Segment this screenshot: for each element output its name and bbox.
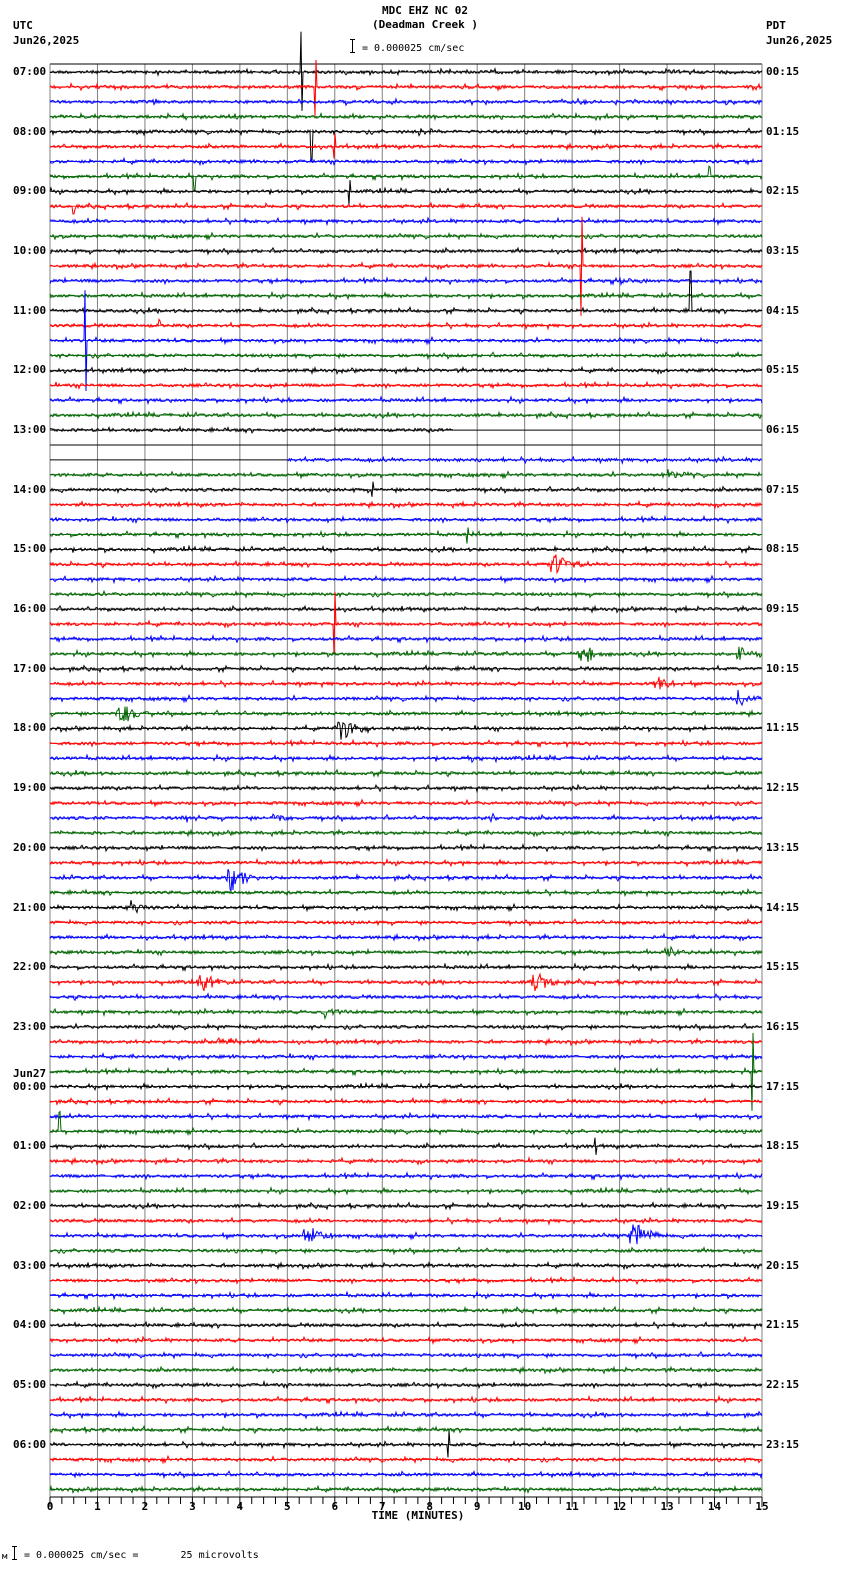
utc-hour-label: 14:00 bbox=[13, 482, 47, 496]
left-date: Jun26,2025 bbox=[13, 34, 80, 47]
scale-bar-icon bbox=[350, 39, 355, 53]
pdt-hour-label: 23:15 bbox=[766, 1437, 800, 1451]
utc-hour-label: 13:00 bbox=[13, 423, 47, 437]
x-tick-label: 3 bbox=[189, 1500, 196, 1513]
pdt-hour-label: 16:15 bbox=[766, 1019, 800, 1033]
utc-hour-label: 02:00 bbox=[13, 1198, 47, 1212]
utc-hour-label: 11:00 bbox=[13, 303, 47, 317]
utc-hour-label: 17:00 bbox=[13, 661, 47, 675]
footer-scale-bar-icon bbox=[12, 1546, 17, 1560]
station-title: MDC EHZ NC 02 bbox=[381, 4, 469, 17]
footer-scale-text: = 0.000025 cm/sec = 25 microvolts bbox=[24, 1550, 259, 1561]
x-tick-label: 11 bbox=[565, 1500, 579, 1513]
x-tick-label: 4 bbox=[236, 1500, 244, 1513]
utc-hour-label: 06:00 bbox=[13, 1437, 47, 1451]
left-timezone: UTC bbox=[13, 19, 33, 32]
x-tick-label: 2 bbox=[141, 1500, 149, 1513]
utc-hour-label: 00:00 bbox=[13, 1079, 47, 1093]
utc-hour-label: 10:00 bbox=[13, 244, 47, 258]
utc-hour-label: 08:00 bbox=[13, 124, 47, 138]
utc-hour-label: 18:00 bbox=[13, 721, 47, 735]
pdt-hour-label: 18:15 bbox=[766, 1139, 800, 1153]
pdt-hour-label: 15:15 bbox=[766, 960, 800, 974]
x-tick-label: 6 bbox=[331, 1500, 339, 1513]
x-tick-label: 10 bbox=[518, 1500, 532, 1513]
x-tick-label: 0 bbox=[46, 1500, 54, 1513]
pdt-hour-label: 01:15 bbox=[766, 124, 800, 138]
pdt-hour-label: 00:15 bbox=[766, 65, 800, 78]
site-name: (Deadman Creek ) bbox=[372, 18, 478, 31]
pdt-hour-label: 08:15 bbox=[766, 542, 800, 556]
pdt-hour-label: 10:15 bbox=[766, 661, 800, 675]
pdt-hour-label: 17:15 bbox=[766, 1079, 800, 1093]
pdt-hour-label: 12:15 bbox=[766, 781, 800, 795]
utc-hour-label: 20:00 bbox=[13, 840, 47, 854]
pdt-hour-label: 09:15 bbox=[766, 602, 800, 616]
pdt-hour-label: 02:15 bbox=[766, 184, 800, 198]
utc-hour-label: 19:00 bbox=[13, 781, 47, 795]
pdt-hour-label: 13:15 bbox=[766, 840, 800, 854]
right-timezone: PDT bbox=[766, 19, 786, 32]
scale-text: = 0.000025 cm/sec bbox=[362, 43, 465, 54]
pdt-hour-label: 19:15 bbox=[766, 1198, 800, 1212]
x-tick-label: 15 bbox=[755, 1500, 769, 1513]
utc-hour-label: 04:00 bbox=[13, 1318, 47, 1332]
utc-hour-label: 07:00 bbox=[13, 65, 47, 78]
pdt-hour-label: 20:15 bbox=[766, 1258, 800, 1272]
pdt-hour-label: 03:15 bbox=[766, 244, 800, 258]
right-date: Jun26,2025 bbox=[766, 34, 833, 47]
pdt-hour-label: 04:15 bbox=[766, 303, 800, 317]
pdt-hour-label: 11:15 bbox=[766, 721, 800, 735]
x-tick-label: 8 bbox=[426, 1500, 434, 1513]
pdt-hour-label: 14:15 bbox=[766, 900, 800, 914]
x-tick-label: 9 bbox=[473, 1500, 481, 1513]
utc-hour-label: 16:00 bbox=[13, 602, 47, 616]
utc-hour-label: 15:00 bbox=[13, 542, 47, 556]
utc-hour-label: 21:00 bbox=[13, 900, 47, 914]
utc-hour-label: 12:00 bbox=[13, 363, 47, 377]
pdt-hour-label: 21:15 bbox=[766, 1318, 800, 1332]
x-tick-label: 1 bbox=[94, 1500, 101, 1513]
x-tick-label: 14 bbox=[707, 1500, 722, 1513]
utc-hour-label: 09:00 bbox=[13, 184, 47, 198]
utc-hour-label: 22:00 bbox=[13, 960, 47, 974]
x-tick-label: 7 bbox=[378, 1500, 386, 1513]
utc-date-label: Jun27 bbox=[13, 1066, 47, 1080]
x-tick-label: 12 bbox=[612, 1500, 627, 1513]
footer-prefix: м bbox=[2, 1552, 8, 1562]
utc-hour-label: 23:00 bbox=[13, 1019, 47, 1033]
utc-hour-label: 03:00 bbox=[13, 1258, 47, 1272]
pdt-hour-label: 22:15 bbox=[766, 1377, 800, 1391]
utc-hour-label: 05:00 bbox=[13, 1377, 47, 1391]
pdt-hour-label: 06:15 bbox=[766, 423, 800, 437]
utc-hour-label: 01:00 bbox=[13, 1139, 47, 1153]
pdt-hour-label: 05:15 bbox=[766, 363, 800, 377]
x-axis-label: TIME (MINUTES) bbox=[371, 1509, 465, 1522]
pdt-hour-label: 07:15 bbox=[766, 482, 800, 496]
x-tick-label: 13 bbox=[660, 1500, 674, 1513]
x-tick-label: 5 bbox=[284, 1500, 291, 1513]
